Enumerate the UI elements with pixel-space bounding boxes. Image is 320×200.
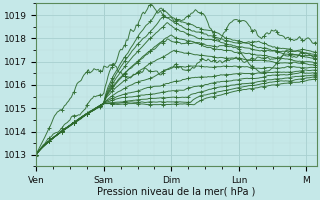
X-axis label: Pression niveau de la mer( hPa ): Pression niveau de la mer( hPa ) xyxy=(97,187,256,197)
